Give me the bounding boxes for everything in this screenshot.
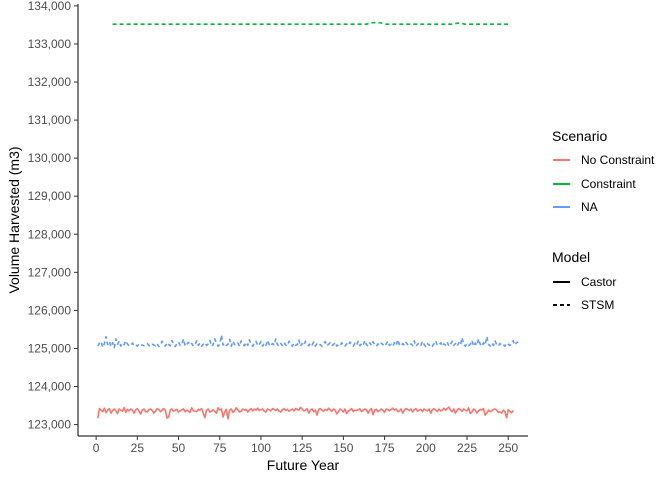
x-tick-label: 175 bbox=[375, 441, 395, 455]
y-tick-label: 124,000 bbox=[28, 380, 72, 394]
series-line-constraint bbox=[112, 21, 509, 25]
y-tick-label: 123,000 bbox=[28, 418, 72, 432]
y-tick-label: 130,000 bbox=[28, 151, 72, 165]
series-line-na bbox=[97, 334, 519, 349]
series-line-no-constraint bbox=[96, 406, 514, 420]
tick-layer: 0 25 50 75 100 125 150 175 200 225 250 123,000 124,0… bbox=[28, 0, 519, 455]
x-tick-label: 125 bbox=[292, 441, 312, 455]
legend-scenario: Scenario No Constraint Constraint NA bbox=[552, 128, 655, 214]
x-tick-label: 200 bbox=[416, 441, 436, 455]
legend-label-na: NA bbox=[581, 200, 598, 214]
x-tick-label: 225 bbox=[457, 441, 477, 455]
y-tick-label: 134,000 bbox=[28, 0, 72, 13]
legend-model: Model Castor STSM bbox=[552, 249, 616, 312]
legend-label-no-constraint: No Constraint bbox=[581, 153, 655, 167]
y-tick-label: 133,000 bbox=[28, 37, 72, 51]
legend-label-castor: Castor bbox=[581, 275, 616, 289]
y-tick-label: 127,000 bbox=[28, 265, 72, 279]
x-tick-label: 25 bbox=[131, 441, 145, 455]
y-tick-label: 132,000 bbox=[28, 75, 72, 89]
y-tick-label: 125,000 bbox=[28, 341, 72, 355]
legend-model-title: Model bbox=[552, 249, 590, 265]
legend-label-constraint: Constraint bbox=[581, 177, 636, 191]
x-tick-label: 100 bbox=[251, 441, 271, 455]
axes-layer bbox=[77, 4, 528, 437]
y-tick-label: 126,000 bbox=[28, 303, 72, 317]
x-tick-label: 75 bbox=[213, 441, 227, 455]
y-axis-title: Volume Harvested (m3) bbox=[6, 146, 22, 293]
y-tick-label: 131,000 bbox=[28, 113, 72, 127]
x-tick-label: 50 bbox=[172, 441, 186, 455]
y-tick-label: 128,000 bbox=[28, 227, 72, 241]
x-tick-label: 250 bbox=[498, 441, 518, 455]
legend-scenario-title: Scenario bbox=[552, 128, 607, 144]
x-tick-label: 150 bbox=[333, 441, 353, 455]
legend-label-stsm: STSM bbox=[581, 298, 614, 312]
x-axis-title: Future Year bbox=[267, 457, 340, 473]
y-tick-label: 129,000 bbox=[28, 189, 72, 203]
plot-layer bbox=[96, 21, 519, 420]
x-tick-label: 0 bbox=[93, 441, 100, 455]
